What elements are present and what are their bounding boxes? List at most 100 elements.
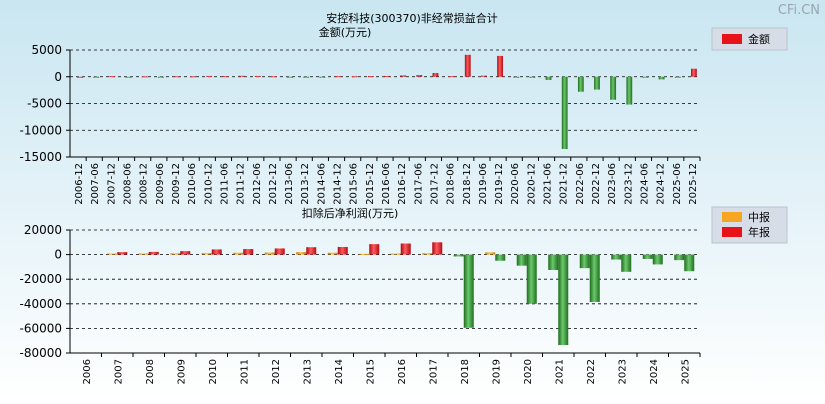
chart1-bar-2024-06-s0 <box>642 76 649 78</box>
chart2-bar-2020-s1 <box>526 254 537 304</box>
chart1-bar-2013-12-s0 <box>303 76 310 78</box>
chart1-bar-2014-06-s0 <box>319 76 326 78</box>
chart1-bar-2009-06-s0 <box>157 76 164 78</box>
chart1-x-tick-label: 2023-06 <box>607 163 618 205</box>
chart2-x-tick-label: 2015 <box>365 359 376 384</box>
chart2-x-tick-label: 2009 <box>176 359 187 384</box>
chart2-x-tick-label: 2019 <box>491 359 502 384</box>
chart1-y-tick-label: -15000 <box>19 150 62 164</box>
chart1-x-tick-label: 2022-12 <box>591 163 602 205</box>
chart2-x-tick-label: 2006 <box>82 359 93 384</box>
watermark: CFi.CN <box>778 3 820 18</box>
chart2-bar-2011-s0 <box>233 252 244 255</box>
chart1-x-tick-label: 2014-06 <box>316 163 327 205</box>
chart1-bar-2021-06-s0 <box>545 76 552 80</box>
chart1-bar-2025-06-s0 <box>674 76 681 78</box>
chart2-bar-2022-s1 <box>589 254 600 302</box>
chart1-bar-2010-06-s0 <box>190 76 197 78</box>
chart2-bar-2023-s0 <box>611 254 622 260</box>
chart2-bar-2019-s1 <box>495 254 506 261</box>
chart2-x-tick-label: 2020 <box>523 359 534 384</box>
chart1-x-tick-label: 2009-06 <box>155 163 166 205</box>
chart1-legend: 金额 <box>711 27 788 51</box>
chart1-x-tick-label: 2007-12 <box>106 163 117 205</box>
chart1-x-tick-label: 2010-06 <box>187 163 198 205</box>
chart1-bar-2014-12-s0 <box>335 76 342 78</box>
chart1-subtitle: 金额(万元) <box>319 25 372 39</box>
chart1-bar-2013-06-s0 <box>287 76 293 78</box>
chart2-x-tick-label: 2011 <box>239 359 250 384</box>
chart1-legend-swatch-amount <box>722 34 742 44</box>
chart2-bar-2011-s1 <box>243 249 254 255</box>
chart1-x-tick-label: 2011-12 <box>236 163 247 205</box>
chart2-bar-2022-s0 <box>579 254 590 269</box>
chart1-x-tick-label: 2020-06 <box>510 163 521 205</box>
chart2-y-tick-label: -60000 <box>19 321 62 335</box>
chart2-bar-2015-s0 <box>359 253 370 255</box>
chart2-bar-2008-s1 <box>148 251 159 255</box>
chart1-bar-2019-06-s0 <box>481 75 487 77</box>
chart1-bar-2007-06-s0 <box>93 76 100 78</box>
chart2-bar-2024-s1 <box>652 254 663 265</box>
chart2-x-tick-label: 2021 <box>554 359 565 384</box>
chart1-x-tick-label: 2019-06 <box>478 163 489 205</box>
chart1-x-tick-label: 2021-12 <box>559 163 570 205</box>
chart2-bar-2007-s1 <box>117 252 128 255</box>
chart2-bar-2016-s0 <box>390 253 401 255</box>
chart1-x-tick-label: 2009-12 <box>171 163 182 205</box>
chart1-x-tick-label: 2011-06 <box>219 163 230 205</box>
chart2-bar-2012-s1 <box>274 248 285 255</box>
chart1-legend-box <box>711 27 788 51</box>
chart1-x-tick-label: 2024-06 <box>639 163 650 205</box>
chart1-x-tick-label: 2008-06 <box>123 163 134 205</box>
chart2-bar-2017-s1 <box>432 242 443 255</box>
chart2-x-tick-label: 2016 <box>397 359 408 384</box>
chart1-bar-2012-12-s0 <box>271 76 277 78</box>
chart2-bar-2007-s0 <box>107 253 118 255</box>
chart2-bar-2015-s1 <box>369 244 380 255</box>
chart1-bar-2009-12-s0 <box>174 76 180 78</box>
chart1-bar-2025-12-s0 <box>691 68 697 77</box>
chart2-legend-label-annual: 年报 <box>748 225 770 239</box>
chart1-x-tick-label: 2012-12 <box>268 163 279 205</box>
chart2-legend-label-interim: 中报 <box>748 210 770 224</box>
chart2-x-tick-label: 2017 <box>428 359 439 384</box>
chart1-bar-2008-12-s0 <box>141 76 148 78</box>
chart2-x-tick-label: 2025 <box>680 359 691 384</box>
chart2-bar-2014-s0 <box>327 252 338 255</box>
chart1-x-tick-label: 2024-12 <box>656 163 667 205</box>
chart1-bar-2023-06-s0 <box>610 76 617 100</box>
chart2-bar-2025-s0 <box>674 254 685 261</box>
chart1-x-tick-label: 2020-12 <box>526 163 537 205</box>
chart1-bar-2022-12-s0 <box>594 76 600 90</box>
chart2-bar-2013-s1 <box>306 247 317 255</box>
chart2-legend: 中报 年报 <box>711 206 788 244</box>
chart1-x-tick-label: 2013-06 <box>284 163 295 205</box>
chart2-bar-2008-s0 <box>138 253 149 255</box>
chart1-y-tick-label: -10000 <box>19 123 62 137</box>
chart1-x-tick-label: 2016-12 <box>397 163 408 205</box>
chart1-bar-2007-12-s0 <box>109 76 116 78</box>
chart2-bar-2021-s1 <box>558 254 569 346</box>
chart1-x-tick-label: 2017-12 <box>429 163 440 205</box>
chart1-legend-label-amount: 金额 <box>748 32 770 46</box>
chart1-bar-2024-12-s0 <box>658 76 665 80</box>
chart2-bar-2018-s0 <box>453 254 464 257</box>
chart1-y-tick-label: 5000 <box>31 43 62 57</box>
chart1-x-tick-label: 2025-12 <box>688 163 699 205</box>
chart1-bar-2006-12-s0 <box>77 76 83 78</box>
chart1-x-tick-label: 2010-12 <box>203 163 214 205</box>
chart2-y-tick-label: 20000 <box>24 223 62 237</box>
chart1-bar-2020-06-s0 <box>513 76 520 78</box>
chart2-x-tick-label: 2007 <box>113 359 124 384</box>
chart1-bar-2023-12-s0 <box>626 76 633 105</box>
chart1-bar-2017-12-s0 <box>432 73 439 77</box>
chart2-bar-2021-s0 <box>548 254 559 270</box>
chart2-x-tick-label: 2012 <box>271 359 282 384</box>
chart2-y-tick-label: -20000 <box>19 272 62 286</box>
chart1-bar-2018-06-s0 <box>448 76 455 78</box>
chart1-x-tick-label: 2007-06 <box>90 163 101 205</box>
